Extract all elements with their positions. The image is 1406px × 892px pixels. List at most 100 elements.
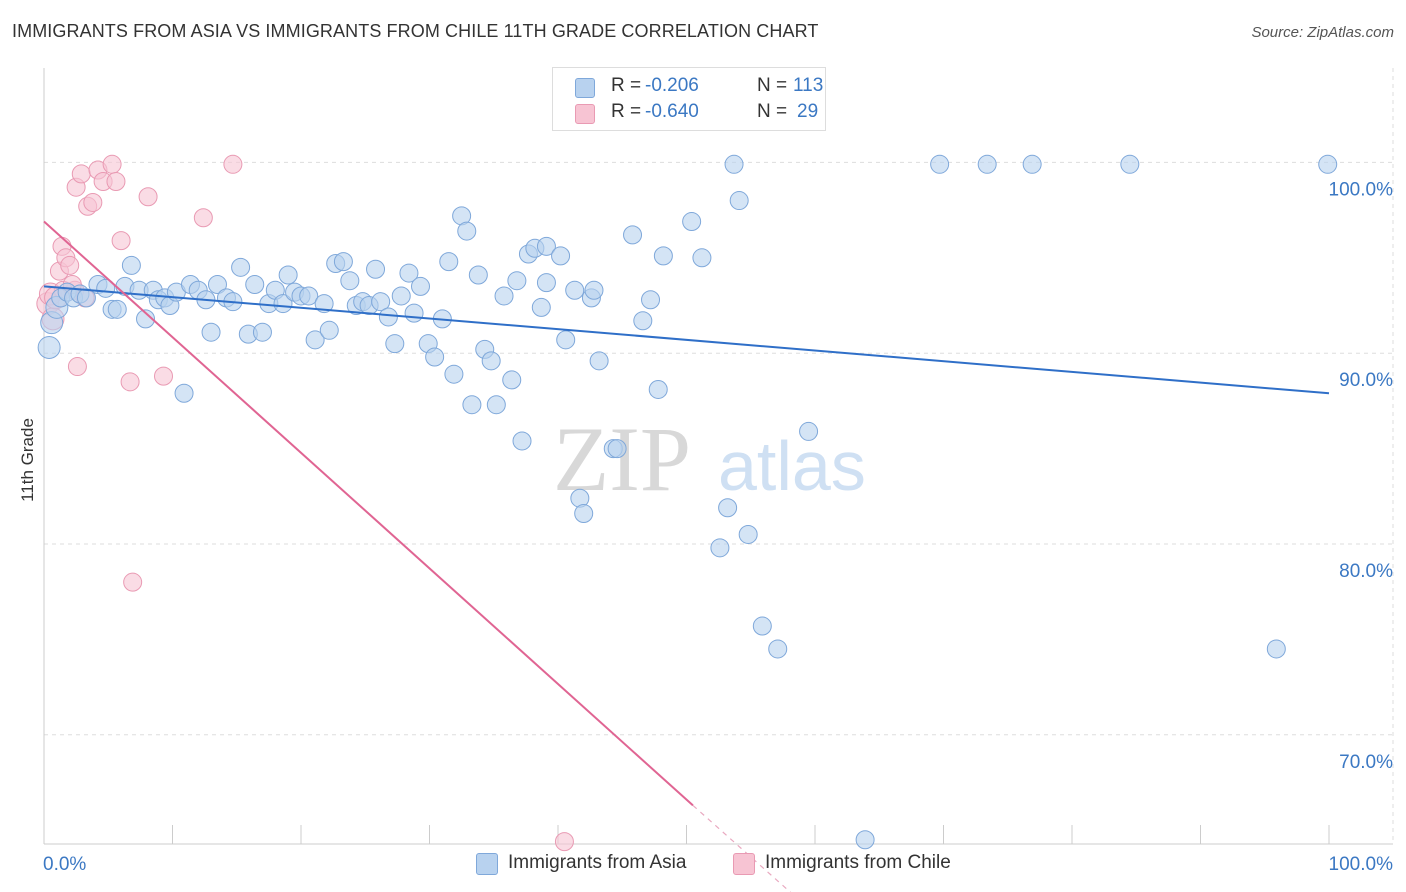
n-value: 113 [793,75,824,96]
asia-point-49 [366,259,386,279]
chile-trend-line [43,220,694,807]
asia-point-85 [589,351,609,371]
asia-point-64 [462,395,482,415]
asia-point-63 [457,221,477,241]
chile-point-10 [71,164,91,184]
asia-points [37,154,1338,850]
asia-point-80 [565,280,585,300]
asia-point-29 [231,257,251,277]
asia-point-97 [738,524,758,544]
asia-legend-swatch [476,853,498,875]
asia-point-96 [718,498,738,518]
series-legend: Immigrants from Asia Immigrants from Chi… [0,852,1406,878]
asia-point-107 [1318,154,1338,174]
asia-point-91 [648,379,668,399]
asia-point-7 [76,288,96,308]
y-tick-label-90: 90.0% [1339,370,1393,391]
asia-point-75 [531,297,551,317]
chile-point-18 [120,372,140,392]
chile-swatch [575,104,595,124]
chile-point-22 [193,208,213,228]
chile-point-8 [67,357,87,377]
asia-point-45 [340,271,360,291]
asia-point-102 [930,154,950,174]
asia-point-79 [556,330,576,350]
asia-point-106 [1266,639,1286,659]
asia-point-52 [385,334,405,354]
asia-point-13 [121,255,141,275]
asia-point-103 [977,154,997,174]
chile-point-6 [60,255,80,275]
n-value: 29 [797,101,819,122]
chile-point-16 [106,171,126,191]
asia-point-50 [371,292,391,312]
asia-point-0 [37,335,61,359]
r-label: R = [611,101,642,122]
asia-point-108 [724,154,744,174]
chile-point-12 [83,192,103,212]
asia-point-100 [799,421,819,441]
asia-swatch [575,78,595,98]
chile-point-23 [223,154,243,174]
chile-point-17 [111,231,131,251]
asia-point-88 [623,225,643,245]
chile-points [36,154,574,852]
asia-point-56 [411,276,431,296]
asia-point-93 [682,212,702,232]
asia-point-35 [273,294,293,314]
asia-point-71 [507,271,527,291]
x-tick-label-100: 100.0% [1329,854,1394,875]
y-tick-label-80: 80.0% [1339,561,1393,582]
asia-point-98 [752,616,772,636]
asia-point-70 [502,370,522,390]
asia-point-67 [481,351,501,371]
n-label: N = [757,101,788,122]
chile-legend-swatch [733,853,755,875]
chile-point-24 [554,832,574,852]
asia-point-55 [404,303,424,323]
asia-point-41 [314,294,334,314]
asia-point-54 [399,263,419,283]
asia-point-109 [729,191,749,211]
asia-point-53 [391,286,411,306]
chile-point-21 [154,366,174,386]
asia-point-39 [299,286,319,306]
r-value: -0.206 [645,75,699,96]
chile-trend-extension [692,804,792,892]
asia-point-40 [305,330,325,350]
asia-point-94 [692,248,712,268]
asia-point-89 [633,311,653,331]
asia-point-72 [512,431,532,451]
asia-point-84 [584,280,604,300]
asia-point-101 [855,830,875,850]
asia-point-77 [536,273,556,293]
asia-point-76 [536,236,556,256]
asia-point-36 [278,265,298,285]
asia-point-95 [710,538,730,558]
chile-point-19 [123,572,143,592]
y-tick-label-70: 70.0% [1339,752,1393,773]
asia-point-58 [425,347,445,367]
chile-point-15 [102,154,122,174]
asia-point-31 [245,275,265,295]
x-tick-label-0: 0.0% [43,854,86,875]
r-value: -0.640 [645,101,699,122]
asia-point-60 [439,252,459,272]
asia-point-26 [207,275,227,295]
asia-point-44 [333,252,353,272]
asia-point-104 [1022,154,1042,174]
asia-point-61 [444,364,464,384]
legend-label-chile: Immigrants from Chile [765,852,951,873]
watermark-atlas: atlas [718,427,866,505]
chart-title: IMMIGRANTS FROM ASIA VS IMMIGRANTS FROM … [12,21,819,41]
asia-point-51 [378,307,398,327]
asia-point-42 [319,320,339,340]
asia-point-65 [468,265,488,285]
asia-point-82 [574,503,594,523]
stats-legend: R = -0.206 N = 113 R = -0.640 N = 29 [552,67,826,131]
y-tick-labels: 70.0% 80.0% 90.0% 100.0% [1329,179,1394,772]
axes [43,68,1393,845]
asia-point-99 [768,639,788,659]
asia-point-68 [486,395,506,415]
